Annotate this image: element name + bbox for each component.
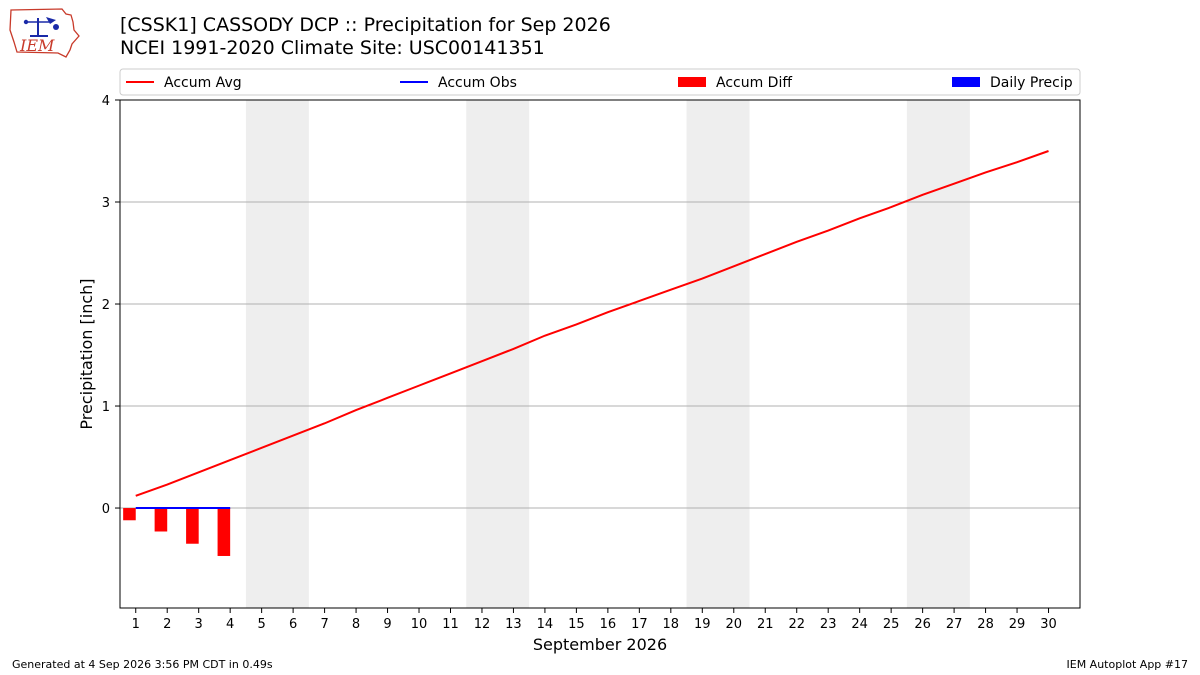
weekend-band-0: [245, 100, 309, 608]
x-tick-label: 11: [442, 617, 459, 632]
x-tick-label: 6: [289, 617, 297, 632]
x-tick-label: 9: [383, 617, 391, 632]
accum-diff-bar-3: [186, 508, 199, 544]
legend: Accum Avg Accum Obs Accum Diff Daily Precip: [119, 68, 1081, 96]
legend-label-accum-avg: Accum Avg: [164, 75, 242, 91]
y-axis-label: Precipitation [inch]: [77, 278, 96, 429]
x-tick-label: 15: [568, 617, 585, 632]
x-tick-label: 10: [411, 617, 428, 632]
x-tick-label: 16: [600, 617, 617, 632]
weekend-band-2: [686, 100, 750, 608]
legend-label-accum-diff: Accum Diff: [716, 75, 792, 91]
x-tick-label: 7: [320, 617, 328, 632]
legend-frame: [119, 68, 1081, 96]
x-tick-label: 28: [977, 617, 994, 632]
x-tick-label: 23: [820, 617, 837, 632]
x-tick-label: 30: [1040, 617, 1057, 632]
weekend-bands: [245, 100, 970, 608]
chart-title: [CSSK1] CASSODY DCP :: Precipitation for…: [120, 14, 611, 36]
x-tick-label: 1: [132, 617, 140, 632]
y-tick-label: 3: [102, 196, 110, 211]
x-axis-label: September 2026: [533, 635, 667, 654]
legend-swatch-daily-precip: [952, 77, 980, 87]
x-tick-label: 3: [195, 617, 203, 632]
accum-diff-bar-2: [154, 508, 168, 532]
x-tick-label: 22: [788, 617, 805, 632]
legend-label-daily-precip: Daily Precip: [990, 75, 1073, 91]
accum-avg-line: [135, 150, 1049, 497]
plot-frame: [119, 99, 1081, 609]
footer-generated: Generated at 4 Sep 2026 3:56 PM CDT in 0…: [12, 658, 273, 671]
y-tick-label: 4: [102, 94, 110, 109]
y-tick-label: 0: [102, 502, 110, 517]
x-tick-label: 19: [694, 617, 711, 632]
x-tick-label: 5: [257, 617, 265, 632]
x-tick-label: 27: [946, 617, 963, 632]
x-tick-label: 18: [663, 617, 680, 632]
weather-station-icon: [23, 17, 59, 37]
x-tick-label: 14: [537, 617, 554, 632]
weekend-band-3: [906, 100, 970, 608]
x-tick-label: 2: [163, 617, 171, 632]
x-tick-label: 25: [883, 617, 900, 632]
y-tick-label: 2: [102, 298, 110, 313]
x-tick-label: 8: [352, 617, 360, 632]
y-tick-label: 1: [102, 400, 110, 415]
x-tick-label: 26: [914, 617, 931, 632]
x-tick-label: 12: [474, 617, 491, 632]
legend-label-accum-obs: Accum Obs: [438, 75, 517, 91]
x-tick-label: 24: [851, 617, 868, 632]
legend-swatch-accum-diff: [678, 77, 706, 87]
x-tick-label: 20: [725, 617, 742, 632]
x-tick-label: 21: [757, 617, 774, 632]
x-tick-label: 29: [1009, 617, 1026, 632]
x-tick-label: 17: [631, 617, 648, 632]
iem-logo: IEM: [9, 8, 80, 58]
logo-text: IEM: [19, 36, 55, 55]
chart-subtitle: NCEI 1991-2020 Climate Site: USC00141351: [120, 37, 545, 59]
footer-app: IEM Autoplot App #17: [1067, 658, 1189, 671]
line-layer: [135, 150, 1049, 510]
x-tick-label: 13: [505, 617, 522, 632]
bar-layer: [123, 508, 231, 556]
accum-diff-bar-4: [217, 508, 231, 556]
accum-diff-bar-1: [123, 508, 136, 521]
x-tick-label: 4: [226, 617, 234, 632]
